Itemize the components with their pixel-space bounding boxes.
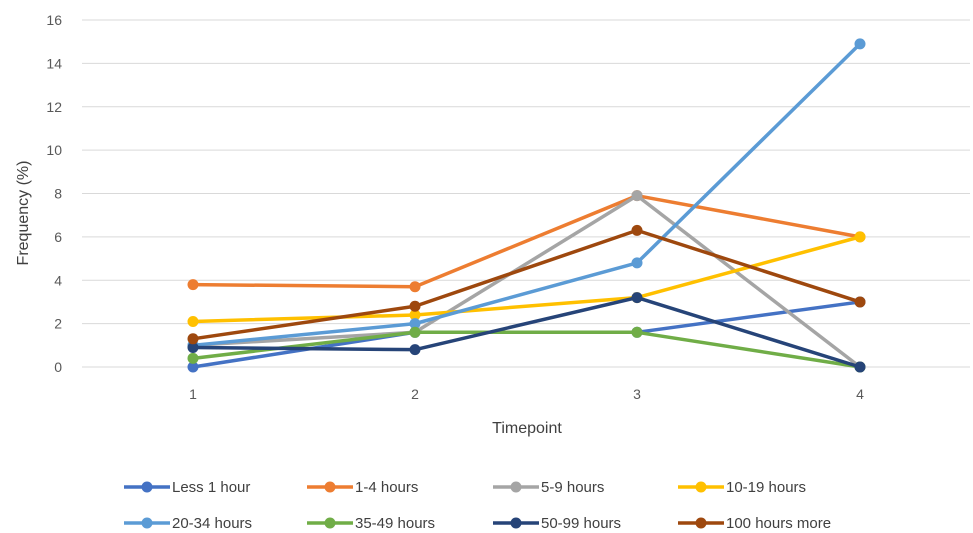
data-point: [187, 315, 199, 327]
legend-item: 35-49 hours: [307, 515, 435, 532]
series-line: [191, 235, 862, 324]
data-point: [409, 309, 421, 321]
x-tick-label: 4: [856, 386, 864, 402]
x-tick-label: 1: [189, 386, 197, 402]
y-tick-label: 16: [46, 12, 62, 28]
legend-marker: [510, 517, 522, 529]
x-axis-title: Timepoint: [492, 420, 562, 437]
data-point: [409, 326, 421, 338]
series-line: [191, 193, 862, 289]
data-point: [631, 292, 643, 304]
y-axis-ticks: 0 2 4 6 8 10 12 14 16: [46, 12, 62, 375]
data-point: [187, 352, 199, 364]
series-line: [191, 228, 862, 341]
y-tick-label: 14: [46, 55, 62, 71]
series-6: [187, 292, 866, 373]
series-3: [187, 231, 866, 327]
legend-item: 10-19 hours: [678, 479, 806, 496]
data-point: [631, 257, 643, 269]
data-point: [409, 318, 421, 330]
gridlines: [82, 19, 970, 368]
data-point: [187, 341, 199, 353]
data-point: [409, 281, 421, 293]
legend-marker: [695, 517, 707, 529]
y-tick-label: 12: [46, 99, 62, 115]
data-point: [187, 279, 199, 291]
series-line: [191, 193, 862, 369]
x-tick-label: 3: [633, 386, 641, 402]
legend-marker: [141, 481, 153, 493]
legend-item: Less 1 hour: [124, 479, 250, 496]
legend-item: 20-34 hours: [124, 515, 252, 532]
data-point: [409, 344, 421, 356]
data-point: [854, 231, 866, 243]
data-point: [187, 361, 199, 373]
legend-label: 50-99 hours: [541, 515, 621, 532]
legend-item: 100 hours more: [678, 515, 831, 532]
y-tick-label: 4: [54, 272, 62, 288]
data-point: [854, 38, 866, 50]
legend-marker: [695, 481, 707, 493]
legend-label: 20-34 hours: [172, 515, 252, 532]
data-point: [631, 326, 643, 338]
legend-item: 50-99 hours: [493, 515, 621, 532]
series-line: [191, 42, 862, 348]
legend-label: 35-49 hours: [355, 515, 435, 532]
legend-label: 1-4 hours: [355, 479, 418, 496]
data-point: [631, 190, 643, 202]
x-axis-ticks: 1 2 3 4: [189, 386, 864, 402]
legend-item: 1-4 hours: [307, 479, 418, 496]
series-7: [187, 224, 866, 345]
y-tick-label: 6: [54, 229, 62, 245]
series-line: [191, 330, 862, 369]
series-group: [187, 38, 866, 373]
data-point: [854, 361, 866, 373]
y-tick-label: 10: [46, 142, 62, 158]
series-1: [187, 190, 866, 293]
legend: Less 1 hour 1-4 hours 5-9 hours 10-19 hours…: [124, 479, 831, 532]
legend-marker: [510, 481, 522, 493]
data-point: [854, 296, 866, 308]
data-point: [631, 224, 643, 236]
legend-marker: [324, 517, 336, 529]
data-point: [409, 300, 421, 312]
x-tick-label: 2: [411, 386, 419, 402]
y-axis-title: Frequency (%): [15, 161, 32, 266]
y-tick-label: 0: [54, 359, 62, 375]
legend-label: 100 hours more: [726, 515, 831, 532]
data-point: [187, 333, 199, 345]
series-4: [187, 38, 866, 351]
legend-label: 5-9 hours: [541, 479, 604, 496]
series-line: [191, 295, 862, 369]
legend-item: 5-9 hours: [493, 479, 604, 496]
legend-marker: [324, 481, 336, 493]
legend-marker: [141, 517, 153, 529]
legend-label: 10-19 hours: [726, 479, 806, 496]
y-tick-label: 8: [54, 186, 62, 202]
legend-label: Less 1 hour: [172, 479, 250, 496]
y-tick-label: 2: [54, 316, 62, 332]
